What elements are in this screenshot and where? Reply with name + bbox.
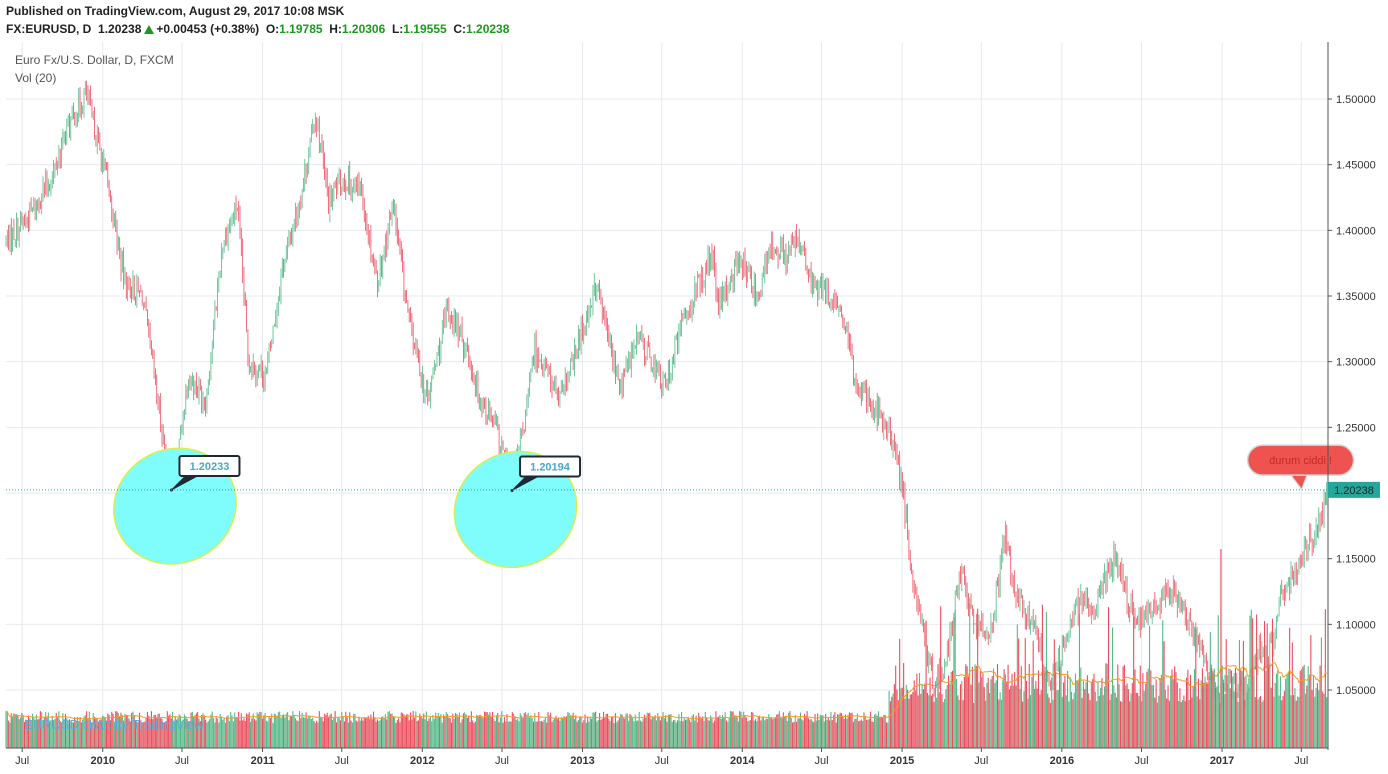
price-label-dot	[510, 488, 514, 492]
x-tick-label: 2011	[251, 755, 275, 767]
x-tick-label: Jul	[495, 755, 509, 767]
x-tick-label: Jul	[15, 755, 29, 767]
published-info: Published on TradingView.com, August 29,…	[6, 4, 345, 18]
chart-legend-title: Euro Fx/U.S. Dollar, D, FXCM	[15, 53, 174, 67]
x-tick-label: Jul	[1134, 755, 1148, 767]
low-value: 1.19555	[403, 22, 447, 36]
x-tick-label: Jul	[974, 755, 988, 767]
y-tick-label: 1.15000	[1336, 554, 1376, 566]
ohlc-line: FX:EURUSD, D 1.20238 +0.00453 (+0.38%) O:…	[6, 22, 509, 36]
chart-legend-volume: Vol (20)	[15, 71, 57, 85]
y-tick-label: 1.40000	[1336, 225, 1376, 237]
high-label: H:	[329, 22, 342, 36]
x-tick-label: Jul	[335, 755, 349, 767]
plot-area	[6, 42, 1328, 748]
x-tick-label: 2015	[890, 755, 914, 767]
x-tick-label: Jul	[175, 755, 189, 767]
highlight-ellipse	[113, 447, 237, 565]
price-candles	[5, 80, 1328, 717]
x-tick-label: Jul	[655, 755, 669, 767]
x-tick-label: 2010	[91, 755, 115, 767]
low-label: L:	[391, 22, 404, 36]
y-tick-label: 1.45000	[1336, 160, 1376, 172]
price-change: +0.00453 (+0.38%)	[156, 22, 260, 36]
y-tick-label: 1.35000	[1336, 291, 1376, 303]
last-price-tag	[1328, 481, 1380, 498]
open-label: O:	[265, 22, 280, 36]
x-tick-label: 2014	[730, 755, 755, 767]
y-tick-label: 1.25000	[1336, 422, 1376, 434]
x-tick-label: 2016	[1050, 755, 1074, 767]
price-label-text: 1.20233	[190, 461, 230, 473]
highlight-ellipses	[113, 447, 578, 569]
x-tick-label: Jul	[814, 755, 828, 767]
symbol-label: FX:EURUSD, D	[6, 22, 92, 36]
close-value: 1.20238	[466, 22, 510, 36]
chart-grid	[6, 42, 1328, 748]
price-chart[interactable]: 1.20233 1.20194 durum ciddi ! 1.50000 1.450…	[0, 40, 1388, 774]
x-tick-label: Jul	[1294, 755, 1308, 767]
y-tick-label: 1.10000	[1336, 619, 1376, 631]
last-price: 1.20238	[98, 22, 142, 36]
volume-ma-line	[5, 662, 1328, 720]
close-label: C:	[453, 22, 467, 36]
price-label-text: 1.20194	[530, 461, 571, 473]
callout-text: durum ciddi !	[1269, 455, 1332, 467]
callout-bubble	[1246, 444, 1355, 476]
y-tick-label: 1.30000	[1336, 357, 1376, 369]
x-tick-label: 2017	[1210, 755, 1234, 767]
last-price-tag-label: 1.20238	[1334, 485, 1374, 497]
high-value: 1.20306	[341, 22, 386, 36]
highlight-ellipse	[453, 450, 578, 569]
up-arrow-icon	[144, 25, 155, 34]
x-axis: Jul 2010 Jul 2011 Jul 2012 Jul 2013 Jul 2014 Jul 20…	[6, 747, 1328, 767]
y-axis: 1.50000 1.45000 1.40000 1.35000 1.30000 1.250…	[1327, 42, 1380, 750]
tradingview-watermark[interactable]: EURUSD chart by TradingView	[24, 717, 204, 732]
price-label-box	[178, 454, 241, 477]
y-tick-label: 1.50000	[1336, 94, 1376, 106]
x-tick-label: 2012	[410, 755, 434, 767]
price-label-box	[519, 455, 582, 478]
open-value: 1.19785	[279, 22, 323, 36]
y-tick-label: 1.05000	[1336, 685, 1376, 697]
price-annotations: 1.20233 1.20194 durum ciddi !	[169, 444, 1355, 492]
x-tick-label: 2013	[570, 755, 594, 767]
chart-header: Published on TradingView.com, August 29,…	[0, 0, 1388, 40]
